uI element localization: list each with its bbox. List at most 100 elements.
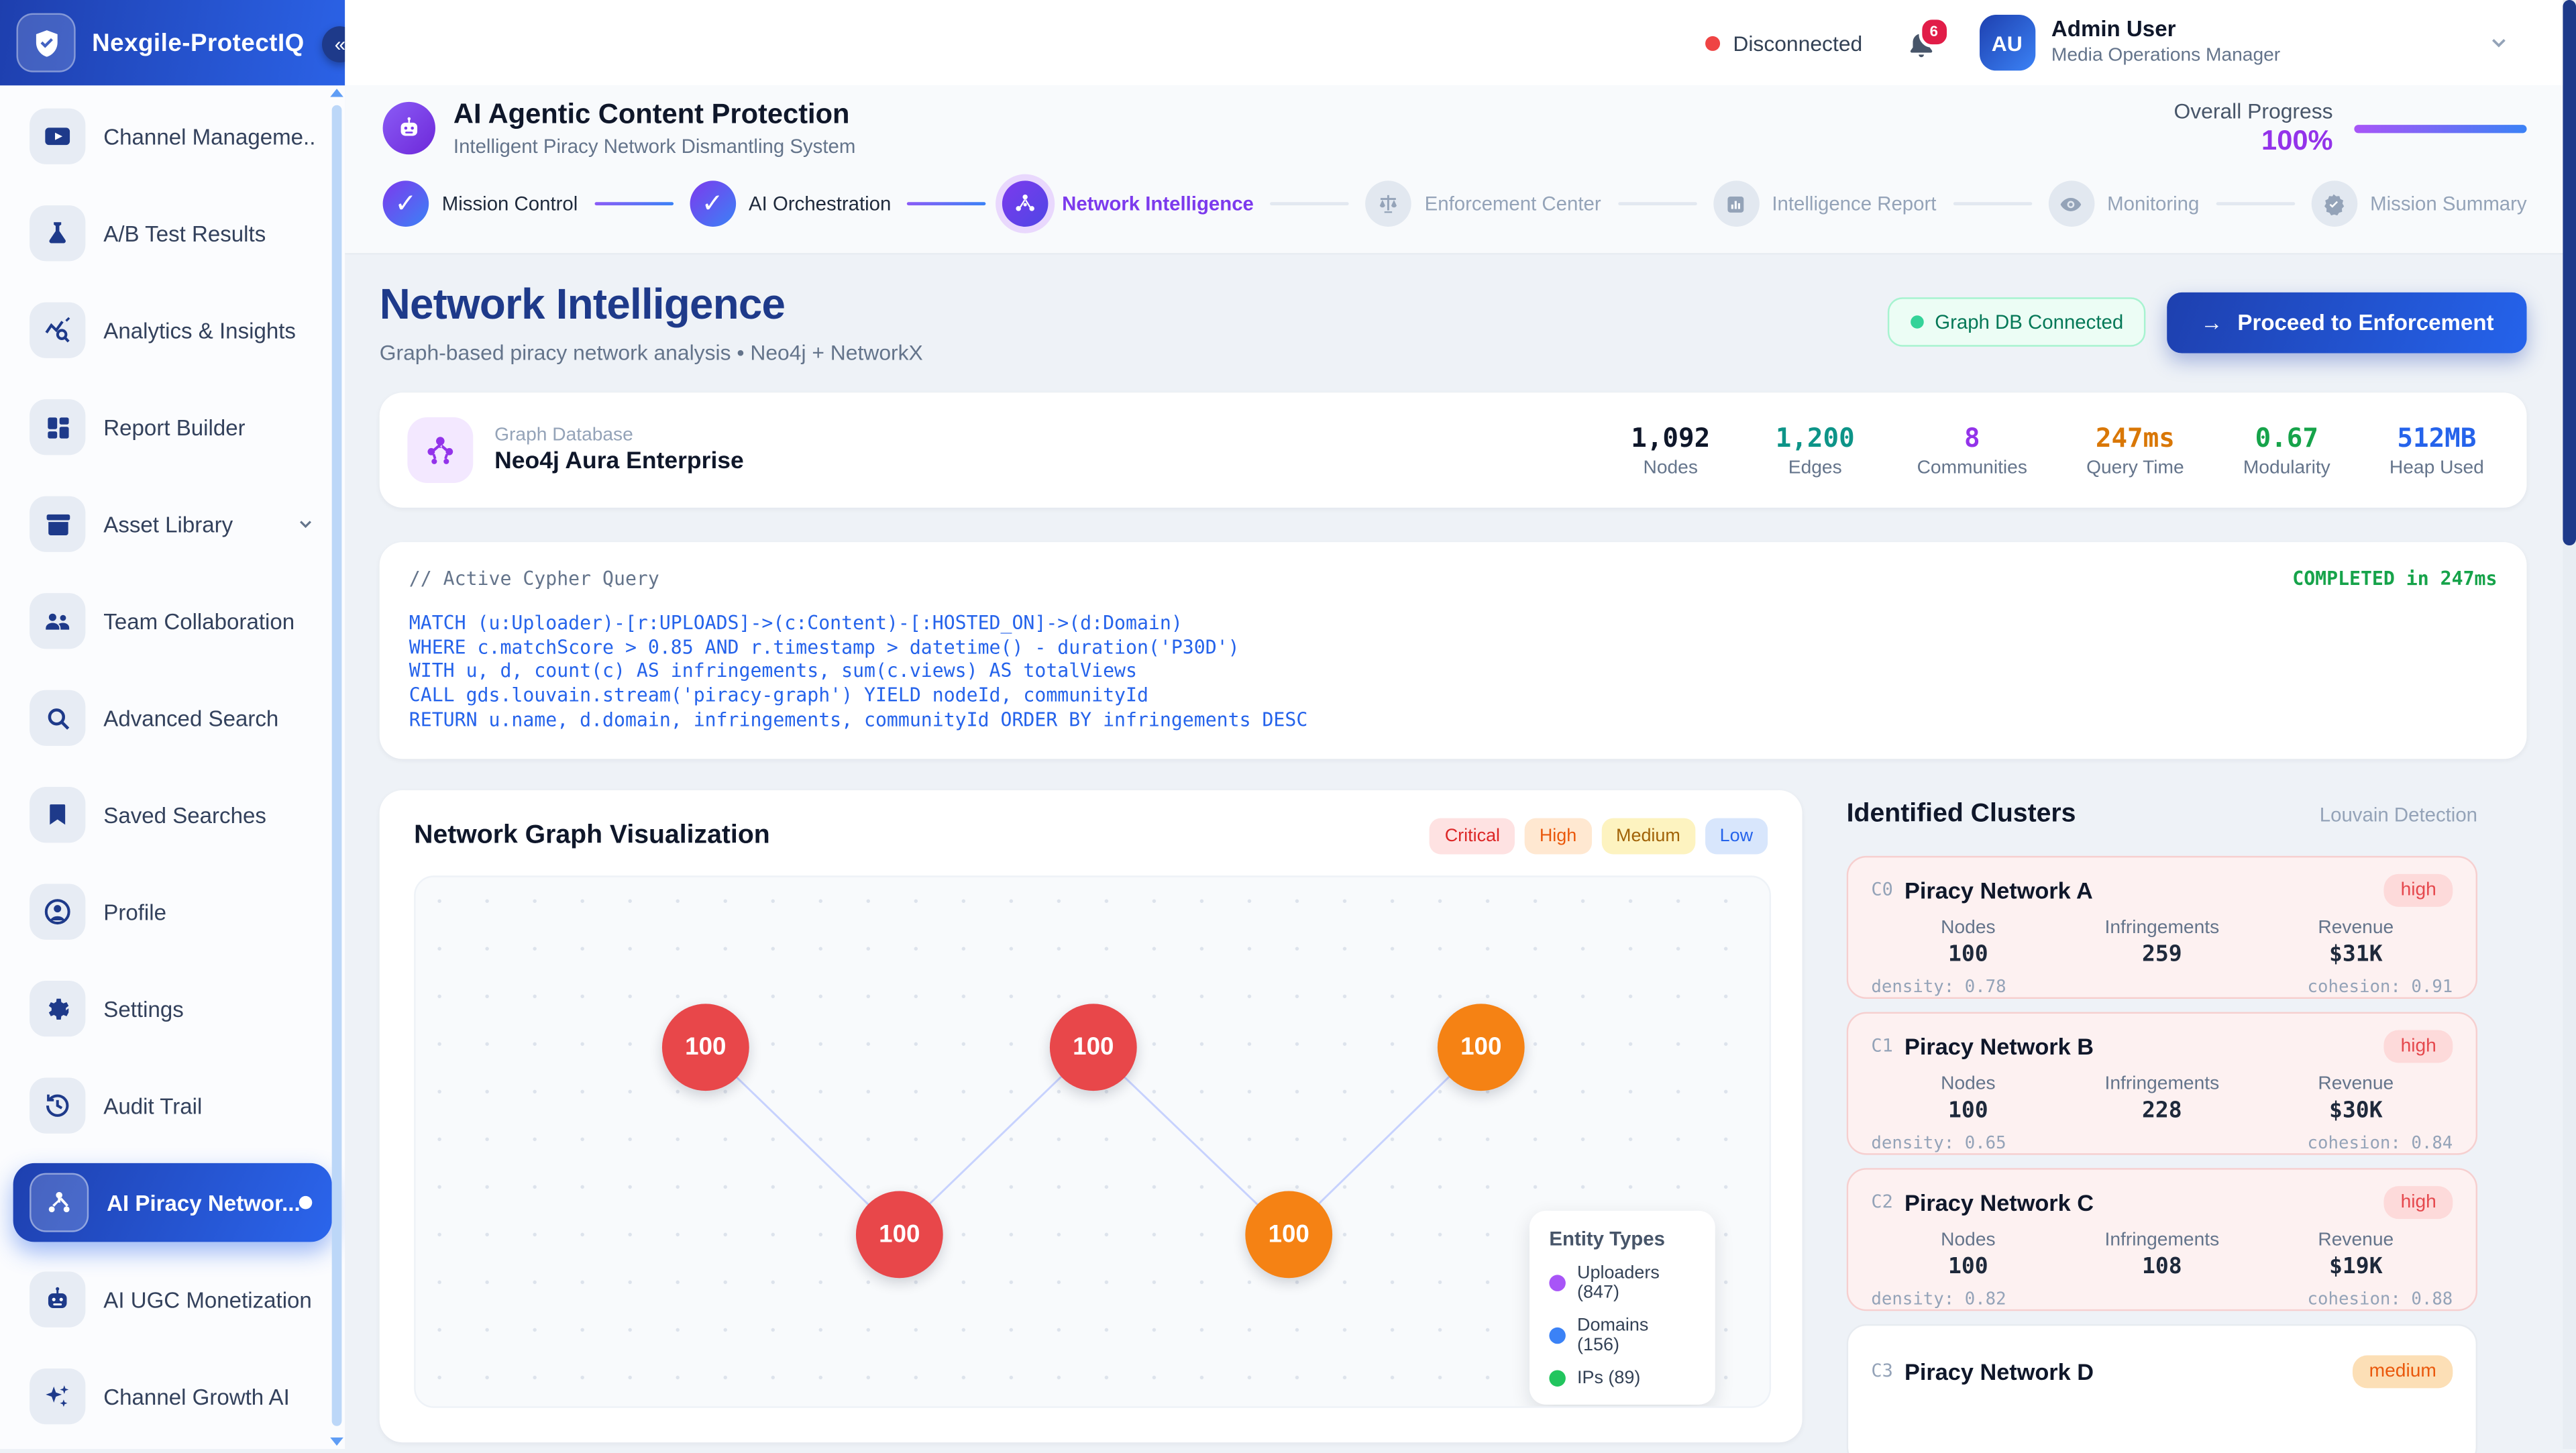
robot-mission-icon <box>382 101 435 155</box>
metric-query-time: 247ms Query Time <box>2086 422 2184 478</box>
severity-badge-high[interactable]: High <box>1524 817 1592 854</box>
metric-nodes: 1,092 Nodes <box>1631 422 1711 478</box>
step-connector <box>594 201 674 206</box>
scroll-down-arrow-icon[interactable] <box>330 1437 343 1446</box>
severity-legend: Critical High Medium Low <box>1430 817 1768 854</box>
sidebar-item-audit-trail[interactable]: Audit Trail <box>13 1066 332 1145</box>
graph-node[interactable]: 100 <box>1245 1190 1333 1278</box>
identified-clusters-panel: Identified Clusters Louvain Detection C0… <box>1846 790 2478 1453</box>
notification-badge: 6 <box>1918 15 1950 47</box>
sidebar-item-team-collaboration[interactable]: Team Collaboration <box>13 582 332 661</box>
main-area: Disconnected 6 AU Admin User Media Opera… <box>345 0 2576 1453</box>
page-subtitle: Intelligent Piracy Network Dismantling S… <box>453 134 856 158</box>
archive-icon <box>30 496 86 552</box>
cluster-card-piracy-network-a[interactable]: C0 Piracy Network A high Nodes 100 Infrin… <box>1846 855 2478 998</box>
scroll-up-arrow-icon[interactable] <box>330 89 343 97</box>
severity-badge: high <box>2384 1029 2453 1063</box>
sidebar-item-saved-searches[interactable]: Saved Searches <box>13 775 332 855</box>
sidebar-item-analytics-insights[interactable]: Analytics & Insights <box>13 290 332 370</box>
sidebar: Nexgile-ProtectIQ « Channel Manageme... … <box>0 0 358 1450</box>
check-icon: ✓ <box>394 191 417 219</box>
people-icon <box>30 593 86 649</box>
step-mission-summary[interactable]: Mission Summary <box>2310 180 2527 227</box>
progress-value: 100% <box>2261 125 2333 156</box>
cluster-card-piracy-network-b[interactable]: C1 Piracy Network B high Nodes 100 Infrin… <box>1846 1011 2478 1154</box>
severity-badge-critical[interactable]: Critical <box>1430 817 1515 854</box>
purple-dot-icon <box>1549 1274 1566 1291</box>
graph-title: Network Graph Visualization <box>414 820 770 849</box>
sidebar-scrollbar-thumb[interactable] <box>331 105 342 1426</box>
sidebar-item-channel-growth-ai[interactable]: Channel Growth AI <box>13 1357 332 1436</box>
severity-badge: medium <box>2353 1354 2453 1388</box>
status-dot-icon <box>1705 35 1720 50</box>
sidebar-item-channel-management[interactable]: Channel Manageme... <box>13 97 332 176</box>
step-monitoring[interactable]: Monitoring <box>2047 180 2199 227</box>
section-header: Network Intelligence Graph-based piracy … <box>380 279 2527 365</box>
metric-modularity: 0.67 Modularity <box>2243 422 2330 478</box>
db-label: Graph Database <box>494 425 633 445</box>
legend-item-ips: IPs (89) <box>1549 1368 1695 1387</box>
sidebar-item-ai-piracy-network[interactable]: AI Piracy Networ... <box>13 1163 332 1242</box>
sidebar-item-ai-ugc-monetization[interactable]: AI UGC Monetization <box>13 1260 332 1339</box>
graph-node[interactable]: 100 <box>1049 1003 1137 1090</box>
step-enforcement-center[interactable]: Enforcement Center <box>1365 180 1601 227</box>
step-connector <box>1617 201 1697 206</box>
severity-badge-low[interactable]: Low <box>1705 817 1768 854</box>
metric-heap-used: 512MB Heap Used <box>2389 422 2484 478</box>
sidebar-scrollbar[interactable] <box>330 89 343 1446</box>
scales-icon <box>1380 195 1397 213</box>
page-scrollbar[interactable] <box>2563 0 2576 1450</box>
sidebar-item-report-builder[interactable]: Report Builder <box>13 388 332 467</box>
step-intelligence-report[interactable]: Intelligence Report <box>1713 180 1936 227</box>
sidebar-nav: Channel Manageme... A/B Test Results Ana… <box>0 85 345 1436</box>
severity-badge-medium[interactable]: Medium <box>1601 817 1695 854</box>
verified-badge-icon <box>2324 193 2345 215</box>
clusters-method: Louvain Detection <box>2319 802 2478 826</box>
network-icon <box>30 1173 89 1232</box>
sidebar-item-settings[interactable]: Settings <box>13 969 332 1048</box>
green-dot-icon <box>1549 1369 1566 1386</box>
query-line: MATCH (u:Uploader)-[r:UPLOADS]->(c:Conte… <box>409 611 1183 635</box>
search-icon <box>30 690 86 746</box>
eye-icon <box>2060 197 2082 211</box>
chevron-down-icon <box>2492 39 2506 48</box>
gear-icon <box>30 981 86 1037</box>
graph-canvas[interactable]: 100 100 100 100 100 Entity Types Uploade… <box>414 875 1772 1407</box>
graph-node[interactable]: 100 <box>855 1190 943 1278</box>
sidebar-item-asset-library[interactable]: Asset Library <box>13 484 332 563</box>
step-connector <box>907 201 987 206</box>
query-comment: // Active Cypher Query <box>409 566 659 590</box>
step-ai-orchestration[interactable]: ✓ AI Orchestration <box>689 180 891 227</box>
query-line: RETURN u.name, d.domain, infringements, … <box>409 708 1308 731</box>
proceed-to-enforcement-button[interactable]: → Proceed to Enforcement <box>2167 291 2527 353</box>
sidebar-item-advanced-search[interactable]: Advanced Search <box>13 678 332 757</box>
flask-icon <box>30 205 86 262</box>
blue-dot-icon <box>1549 1326 1566 1344</box>
step-connector <box>1270 201 1349 206</box>
sidebar-item-ab-test-results[interactable]: A/B Test Results <box>13 194 332 273</box>
avatar: AU <box>1979 15 2035 71</box>
metric-edges: 1,200 Edges <box>1775 422 1855 478</box>
step-network-intelligence[interactable]: Network Intelligence <box>1002 180 1254 227</box>
step-mission-control[interactable]: ✓ Mission Control <box>382 180 578 227</box>
step-connector <box>1952 201 2032 206</box>
cluster-card-piracy-network-c[interactable]: C2 Piracy Network C high Nodes 100 Infrin… <box>1846 1167 2478 1311</box>
overall-progress: Overall Progress 100% <box>2174 99 2527 158</box>
graph-hub-icon <box>407 417 474 484</box>
shield-check-icon <box>30 27 62 58</box>
sidebar-item-profile[interactable]: Profile <box>13 872 332 951</box>
chevron-down-icon <box>296 515 315 534</box>
user-name: Admin User <box>2051 17 2176 42</box>
notifications-button[interactable]: 6 <box>1905 15 1950 58</box>
dashboard-icon <box>30 399 86 455</box>
app-title: Nexgile-ProtectIQ <box>92 28 305 57</box>
user-menu[interactable]: AU Admin User Media Operations Manager <box>1979 15 2510 71</box>
severity-badge: high <box>2384 1185 2453 1218</box>
cluster-card-piracy-network-d[interactable]: C3 Piracy Network D medium <box>1846 1323 2478 1453</box>
network-icon <box>1016 194 1035 211</box>
graph-node[interactable]: 100 <box>1437 1003 1525 1090</box>
graph-node[interactable]: 100 <box>661 1003 749 1090</box>
person-icon <box>30 883 86 940</box>
query-line: WHERE c.matchScore > 0.85 AND r.timestam… <box>409 635 1240 659</box>
page-scrollbar-thumb[interactable] <box>2563 0 2576 546</box>
